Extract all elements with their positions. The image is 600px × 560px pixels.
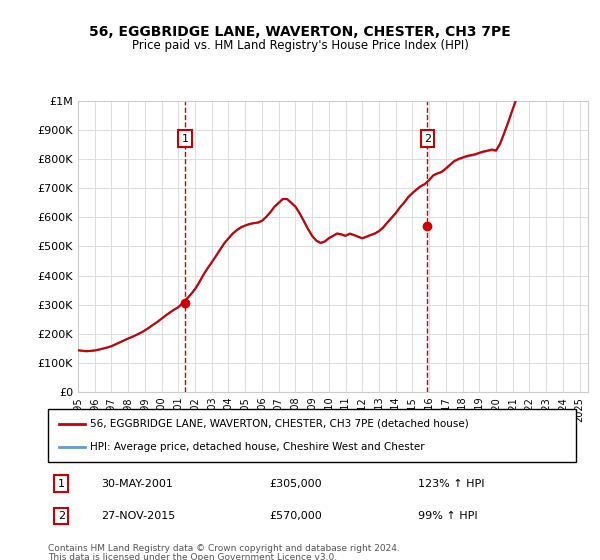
Text: 30-MAY-2001: 30-MAY-2001 [101,479,173,489]
Text: £570,000: £570,000 [270,511,323,521]
Text: HPI: Average price, detached house, Cheshire West and Chester: HPI: Average price, detached house, Ches… [90,442,425,452]
Text: £305,000: £305,000 [270,479,322,489]
FancyBboxPatch shape [48,409,576,462]
Text: 1: 1 [58,479,65,489]
Text: Contains HM Land Registry data © Crown copyright and database right 2024.: Contains HM Land Registry data © Crown c… [48,544,400,553]
Text: 123% ↑ HPI: 123% ↑ HPI [418,479,484,489]
Text: 56, EGGBRIDGE LANE, WAVERTON, CHESTER, CH3 7PE: 56, EGGBRIDGE LANE, WAVERTON, CHESTER, C… [89,25,511,39]
Text: 56, EGGBRIDGE LANE, WAVERTON, CHESTER, CH3 7PE (detached house): 56, EGGBRIDGE LANE, WAVERTON, CHESTER, C… [90,419,469,429]
Text: 99% ↑ HPI: 99% ↑ HPI [418,511,477,521]
Text: 27-NOV-2015: 27-NOV-2015 [101,511,175,521]
Text: 1: 1 [182,134,188,144]
Text: This data is licensed under the Open Government Licence v3.0.: This data is licensed under the Open Gov… [48,553,337,560]
Text: Price paid vs. HM Land Registry's House Price Index (HPI): Price paid vs. HM Land Registry's House … [131,39,469,52]
Text: 2: 2 [424,134,431,144]
Text: 2: 2 [58,511,65,521]
